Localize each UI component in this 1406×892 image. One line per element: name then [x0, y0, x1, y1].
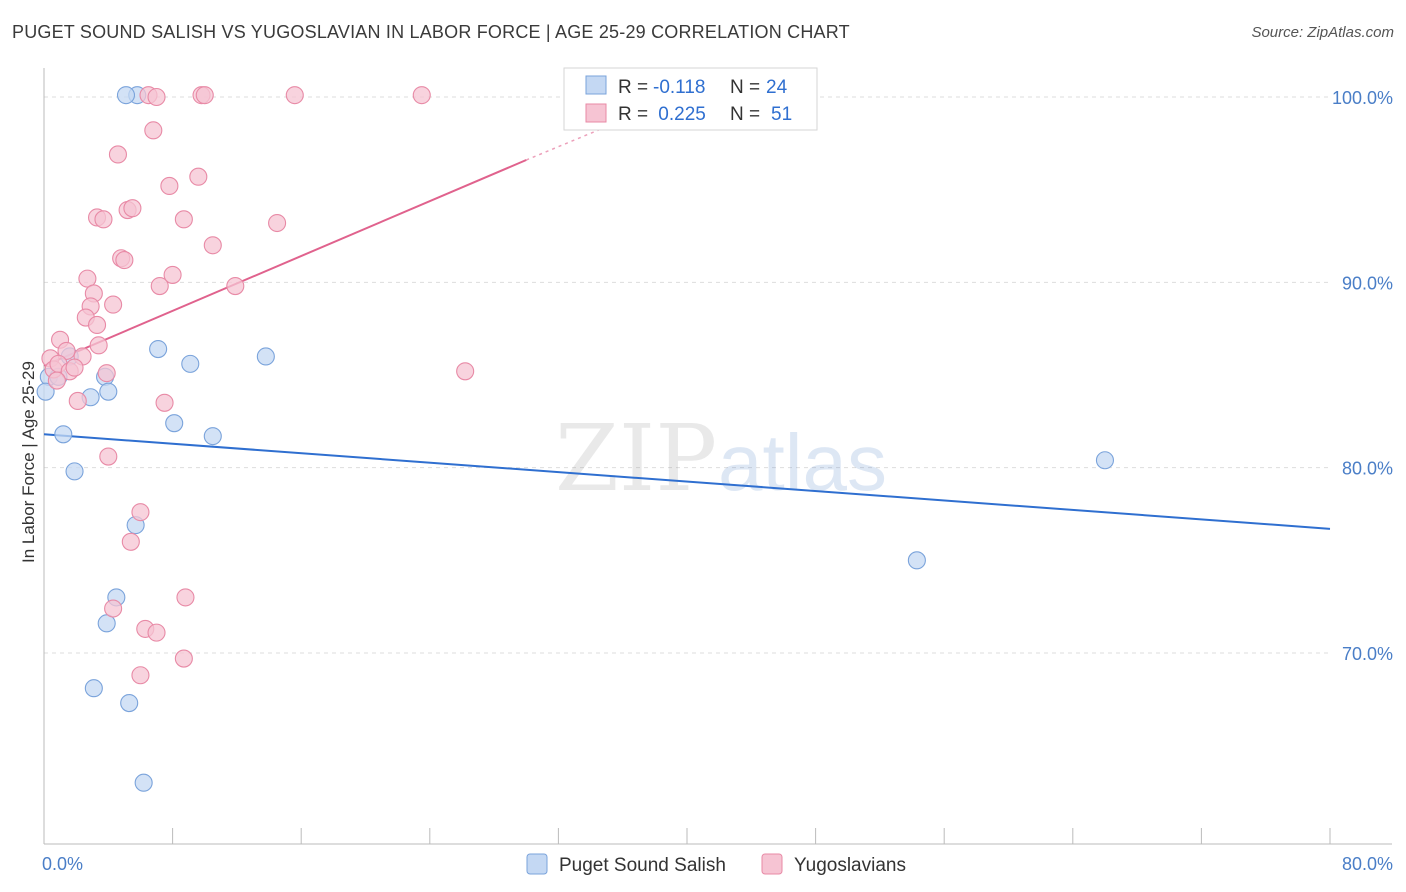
point-yugoslavians-38 [456, 362, 475, 381]
stats-n-label-2: N = [730, 104, 760, 125]
trend-line-yugoslavians [43, 159, 527, 367]
point-yugoslavians-42 [99, 447, 118, 466]
chart-title: PUGET SOUND SALISH VS YUGOSLAVIAN IN LAB… [12, 22, 850, 42]
x-tick-label-1: 80.0% [1342, 854, 1393, 874]
watermark-zip: ZIP [555, 405, 717, 512]
stats-swatch-pink [585, 103, 607, 123]
point-yugoslavians-49 [174, 649, 193, 668]
point-yugoslavians-43 [131, 503, 150, 522]
point-yugoslavians-15 [268, 213, 287, 233]
point-puget-sound-salish-4 [256, 347, 275, 366]
legend-swatch-puget-sound-salish [526, 853, 548, 875]
point-puget-sound-salish-2 [149, 340, 168, 359]
point-yugoslavians-50 [131, 666, 150, 685]
point-yugoslavians-31 [89, 336, 108, 355]
point-puget-sound-salish-20 [134, 773, 153, 792]
data-points [36, 86, 1114, 792]
stats-r-value-2: 0.225 [653, 104, 706, 125]
point-puget-sound-salish-19 [120, 693, 139, 713]
point-yugoslavians-3 [195, 86, 214, 105]
stats-n-value-1: 24 [766, 77, 788, 98]
y-tick-label-3: 100.0% [1332, 88, 1393, 108]
y-tick-label-2: 90.0% [1342, 273, 1393, 293]
y-tick-label-0: 70.0% [1342, 644, 1393, 664]
point-yugoslavians-40 [68, 391, 87, 410]
point-yugoslavians-29 [57, 341, 76, 360]
stats-n-label-1: N = [730, 77, 760, 98]
watermark-atlas: atlas [718, 418, 887, 507]
tick-labels: 70.0% 80.0% 90.0% 100.0% 0.0% 80.0% [42, 88, 1393, 874]
legend-label-yugoslavians: Yugoslavians [794, 855, 906, 876]
point-yugoslavians-8 [160, 176, 179, 196]
point-puget-sound-salish-3 [181, 354, 200, 373]
stats-r-value-1: -0.118 [653, 77, 705, 98]
chart-source: Source: ZipAtlas.com [1251, 24, 1394, 41]
point-puget-sound-salish-12 [165, 414, 184, 433]
point-puget-sound-salish-21 [1095, 451, 1114, 470]
point-yugoslavians-37 [97, 364, 116, 383]
legend-swatch-yugoslavians [761, 853, 783, 875]
point-puget-sound-salish-9 [99, 382, 118, 401]
point-yugoslavians-13 [123, 199, 142, 218]
point-yugoslavians-45 [176, 588, 195, 607]
x-tick-label-0: 0.0% [42, 854, 83, 874]
point-yugoslavians-1 [147, 87, 166, 107]
point-yugoslavians-27 [87, 315, 107, 335]
point-yugoslavians-41 [155, 393, 174, 412]
point-yugoslavians-6 [144, 121, 163, 140]
point-puget-sound-salish-11 [54, 425, 73, 444]
point-puget-sound-salish-22 [907, 551, 926, 570]
point-yugoslavians-22 [226, 276, 245, 296]
point-puget-sound-salish-14 [65, 462, 84, 481]
trend-lines [43, 125, 1331, 530]
stats-r-label-1: R = [618, 77, 648, 98]
point-yugoslavians-36 [65, 358, 84, 377]
stats-swatch-blue [585, 75, 607, 95]
stats-r-label-2: R = [618, 104, 648, 125]
watermark: ZIP atlas [555, 405, 887, 512]
point-yugoslavians-11 [94, 210, 113, 229]
point-yugoslavians-39 [47, 371, 66, 390]
point-puget-sound-salish-18 [84, 679, 103, 698]
point-yugoslavians-48 [147, 623, 166, 642]
point-yugoslavians-44 [121, 532, 140, 551]
point-yugoslavians-18 [115, 251, 134, 270]
y-axis-title: In Labor Force | Age 25-29 [19, 361, 38, 563]
stats-box: R = -0.118 N = 24 R = 0.225 N = 51 [563, 67, 818, 131]
point-yugoslavians-25 [104, 295, 123, 314]
trend-line-extension-yugoslavians [525, 125, 607, 161]
stats-n-value-2: 51 [771, 104, 792, 125]
axes [43, 68, 1392, 845]
point-yugoslavians-14 [174, 210, 193, 229]
point-puget-sound-salish-1 [116, 86, 136, 105]
point-yugoslavians-4 [285, 86, 304, 105]
point-yugoslavians-16 [203, 236, 222, 255]
gridlines [44, 96, 1330, 654]
point-yugoslavians-46 [104, 599, 123, 618]
point-yugoslavians-20 [150, 276, 169, 296]
point-yugoslavians-5 [412, 86, 431, 105]
point-yugoslavians-21 [163, 265, 182, 284]
point-puget-sound-salish-13 [203, 427, 222, 446]
y-tick-label-1: 80.0% [1342, 459, 1393, 479]
point-puget-sound-salish-23 [36, 382, 55, 401]
legend: Puget Sound Salish Yugoslavians [526, 853, 906, 876]
legend-label-puget-sound-salish: Puget Sound Salish [559, 855, 726, 876]
point-yugoslavians-9 [189, 167, 208, 186]
trend-line-puget-sound-salish [43, 433, 1331, 530]
point-yugoslavians-7 [108, 145, 127, 164]
